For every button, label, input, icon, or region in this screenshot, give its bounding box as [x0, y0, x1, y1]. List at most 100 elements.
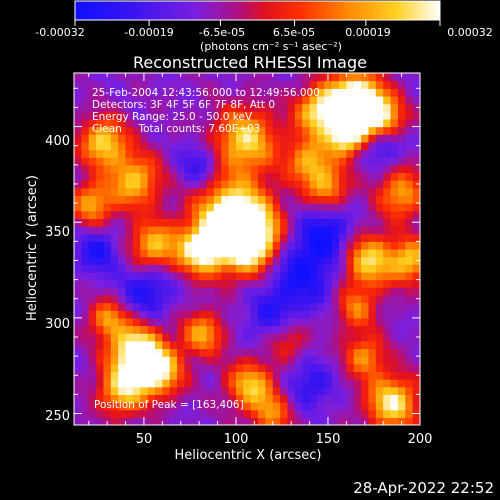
heatmap-cell	[302, 195, 311, 204]
heatmap-cell	[243, 348, 252, 357]
heatmap-cell	[228, 218, 237, 227]
heatmap-cell	[110, 187, 119, 197]
heatmap-cell	[287, 256, 296, 265]
heatmap-cell	[339, 249, 347, 258]
heatmap-cell	[88, 157, 97, 166]
heatmap-cell	[132, 180, 141, 189]
heatmap-cell	[405, 157, 414, 166]
heatmap-cell	[272, 180, 281, 189]
heatmap-cell	[221, 310, 230, 319]
heatmap-cell	[339, 134, 347, 143]
heatmap-cell	[250, 180, 259, 189]
heatmap-cell	[383, 348, 392, 357]
heatmap-cell	[213, 356, 222, 365]
heatmap-cell	[125, 180, 134, 189]
heatmap-cell	[375, 394, 384, 403]
heatmap-cell	[199, 233, 208, 242]
heatmap-cell	[353, 356, 362, 365]
heatmap-cell	[280, 363, 289, 373]
heatmap-cell	[118, 103, 127, 112]
heatmap-cell	[250, 279, 259, 288]
heatmap-cell	[228, 172, 237, 181]
heatmap-cell	[390, 264, 399, 273]
heatmap-cell	[405, 348, 414, 357]
heatmap-cell	[346, 394, 355, 403]
heatmap-cell	[110, 302, 119, 311]
heatmap-cell	[361, 310, 370, 319]
heatmap-cell	[353, 394, 362, 403]
heatmap-cell	[383, 310, 392, 319]
heatmap-cell	[213, 394, 222, 403]
heatmap-cell	[191, 371, 200, 380]
heatmap-cell	[125, 118, 134, 128]
heatmap-cell	[110, 249, 119, 258]
heatmap-cell	[88, 310, 97, 319]
heatmap-cell	[412, 271, 420, 281]
heatmap-cell	[280, 379, 289, 388]
heatmap-cell	[331, 172, 340, 181]
heatmap-cell	[103, 302, 112, 311]
heatmap-cell	[81, 294, 90, 304]
heatmap-cell	[258, 409, 266, 418]
heatmap-cell	[103, 363, 112, 373]
heatmap-cell	[302, 218, 311, 227]
heatmap-cell	[184, 95, 193, 105]
heatmap-cell	[287, 394, 296, 403]
heatmap-cell	[228, 249, 237, 258]
heatmap-cell	[103, 241, 112, 250]
heatmap-cell	[162, 356, 171, 365]
heatmap-cell	[309, 279, 318, 288]
heatmap-cell	[316, 256, 325, 265]
heatmap-cell	[375, 180, 384, 189]
heatmap-cell	[221, 141, 230, 151]
heatmap-cell	[243, 226, 252, 235]
heatmap-cell	[368, 325, 377, 334]
heatmap-cell	[309, 394, 318, 403]
heatmap-cell	[213, 195, 222, 204]
heatmap-cell	[272, 187, 281, 197]
heatmap-cell	[125, 325, 134, 334]
heatmap-cell	[110, 294, 119, 304]
heatmap-cell	[375, 249, 384, 258]
heatmap-cell	[96, 294, 105, 304]
heatmap-cell	[118, 409, 127, 418]
heatmap-cell	[140, 118, 149, 128]
heatmap-cell	[140, 103, 149, 112]
heatmap-cell	[243, 157, 252, 166]
heatmap-cell	[118, 310, 127, 319]
heatmap-cell	[339, 210, 347, 219]
heatmap-cell	[169, 164, 178, 174]
heatmap-cell	[110, 164, 119, 174]
heatmap-cell	[405, 73, 414, 82]
heatmap-cell	[154, 409, 163, 418]
heatmap-cell	[147, 287, 156, 296]
heatmap-cell	[140, 409, 149, 418]
heatmap-cell	[221, 226, 230, 235]
heatmap-cell	[243, 88, 252, 97]
heatmap-cell	[368, 287, 377, 296]
heatmap-cell	[280, 371, 289, 380]
heatmap-cell	[169, 302, 178, 311]
heatmap-cell	[140, 187, 149, 197]
heatmap-cell	[206, 256, 215, 265]
heatmap-cell	[383, 103, 392, 112]
heatmap-cell	[103, 141, 112, 151]
heatmap-cell	[250, 402, 259, 411]
heatmap-cell	[375, 325, 384, 334]
heatmap-cell	[191, 157, 200, 166]
heatmap-cell	[287, 241, 296, 250]
heatmap-cell	[81, 417, 90, 425]
heatmap-cell	[316, 164, 325, 174]
heatmap-cell	[88, 256, 97, 265]
heatmap-cell	[154, 126, 163, 135]
heatmap-cell	[368, 233, 377, 242]
heatmap-cell	[154, 73, 163, 82]
heatmap-cell	[199, 417, 208, 425]
heatmap-cell	[221, 394, 230, 403]
heatmap-cell	[361, 95, 370, 105]
heatmap-cell	[191, 356, 200, 365]
heatmap-cell	[331, 141, 340, 151]
heatmap-cell	[118, 417, 127, 425]
heatmap-cell	[213, 157, 222, 166]
heatmap-cell	[103, 333, 112, 342]
